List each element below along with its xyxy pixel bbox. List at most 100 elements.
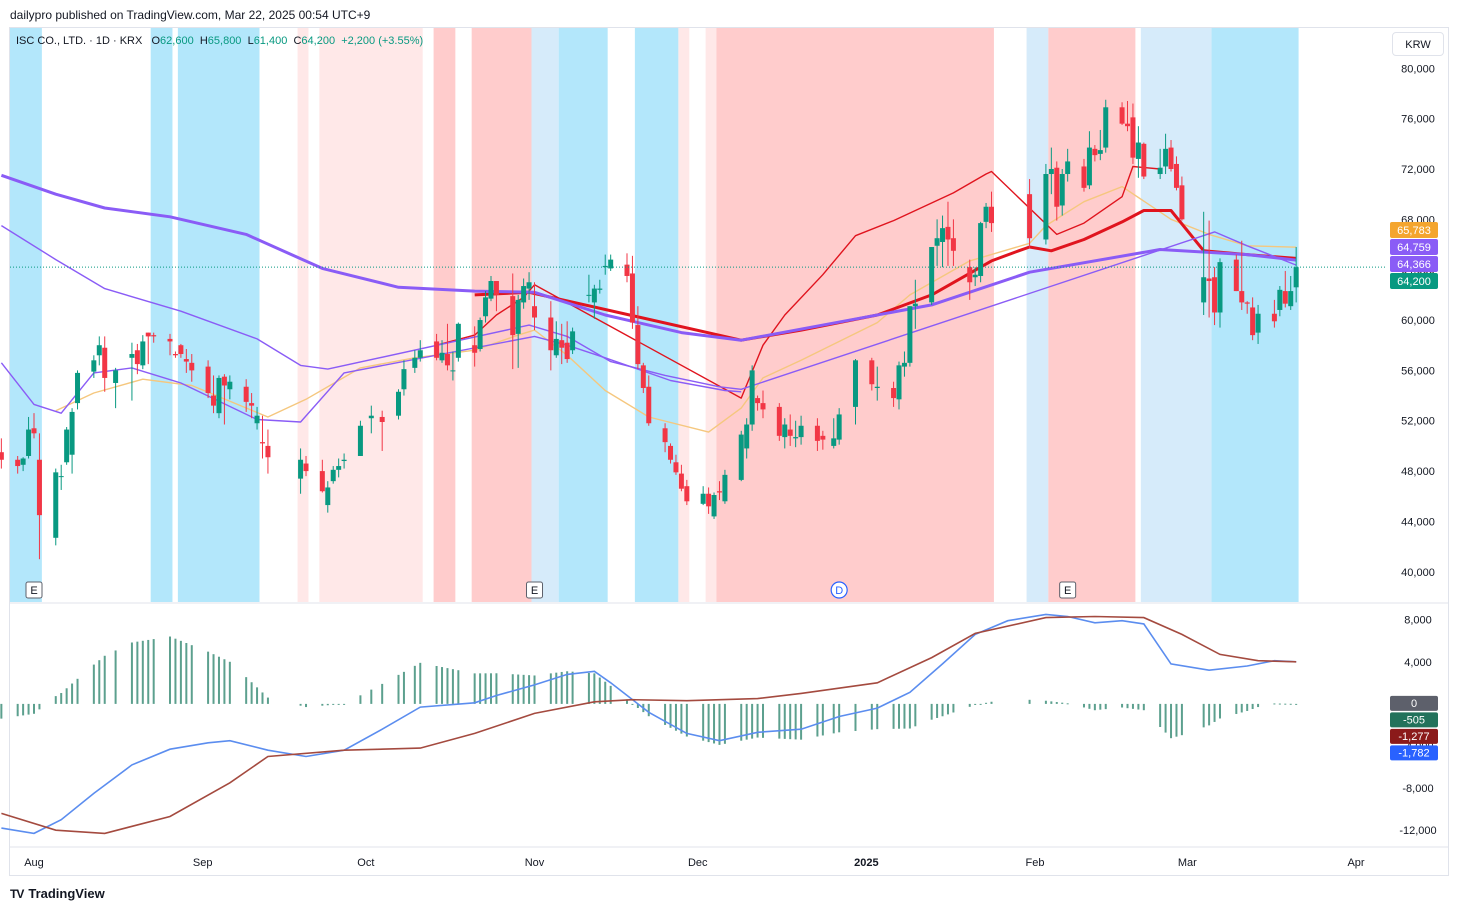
candle-4 [31,413,37,439]
macd-hist-bar-42 [359,695,362,704]
candle-body-32 [254,415,260,424]
candle-body-50 [439,352,445,361]
candle-75 [629,255,635,329]
candle-body-110 [912,303,918,307]
time-axis-tick-6: Feb [1026,857,1045,869]
macd-hist-bar-59 [511,674,514,704]
macd-hist-bar-66 [560,671,563,704]
candle-body-27 [216,377,222,414]
macd-hist-bar-58 [495,673,498,704]
macd-hist-bar-85 [707,703,710,743]
macd-hist-bar-55 [479,673,482,704]
macd-hist-bar-126 [1066,703,1069,705]
candle-6 [53,468,59,546]
candle-body-122 [1043,174,1049,240]
candle-104 [869,357,875,391]
candle-42 [357,420,363,456]
price-tag-label-0: 65,783 [1397,225,1431,237]
candle-1 [15,455,21,474]
macd-hist-bar-49 [435,666,438,704]
macd-hist-bar-113 [941,703,944,717]
candle-body-5 [36,459,42,516]
macd-hist-bar-81 [674,703,677,731]
candle-body-141 [1179,185,1185,220]
macd-hist-bar-22 [179,640,182,704]
candle-body-106 [891,388,897,399]
candle-89 [738,430,744,482]
candle-body-137 [1157,167,1163,175]
candle-body-7 [58,476,64,478]
candle-78 [646,375,652,426]
candle-body-73 [608,259,614,269]
macd-hist-bar-32 [256,687,259,704]
candle-body-43 [368,415,374,419]
price-tag-bg-3 [1390,273,1438,289]
candle-body-114 [945,226,951,240]
price-axis-tick-5: 60,000 [1401,315,1435,327]
candle-121 [1027,179,1033,249]
macd-hist-bar-4 [33,703,35,714]
candle-30 [243,379,249,412]
candle-body-143 [1206,278,1212,282]
event-marker-1: E [526,581,544,599]
candle-body-37 [319,471,325,492]
macd-hist-bar-74 [625,699,628,704]
macd-hist-bar-115 [952,703,955,713]
dividend-icon-2 [830,581,848,599]
macd-hist-bar-39 [332,703,335,705]
candle-62 [526,272,532,300]
macd-hist-bar-29 [228,661,231,704]
candle-70 [591,284,597,319]
candle-65 [553,321,559,358]
macd-hist-bar-144 [1213,703,1216,722]
candle-64 [548,301,554,371]
currency-button[interactable]: KRW [1392,32,1444,56]
candle-body-6 [53,472,59,538]
candle-body-30 [243,386,249,402]
regime-band-5 [433,28,456,602]
candle-16 [134,343,140,375]
symbol-legend: ISC CO., LTD. · 1D · KRX O62,600 H65,800… [16,35,423,47]
macd-hist-bar-140 [1175,703,1178,737]
candle-57 [488,275,494,302]
candle-body-145 [1217,262,1223,313]
candle-48 [417,340,423,362]
candle-133 [1125,101,1131,132]
regime-band-3 [297,28,309,602]
macd-hist-bar-17 [141,640,144,704]
candle-body-3 [26,429,32,456]
footer-brand[interactable]: TV TradingView [10,886,105,901]
candle-79 [662,423,668,453]
candle-body-79 [662,428,668,443]
macd-hist-bar-131 [1104,703,1107,710]
macd-hist-bar-102 [838,703,841,733]
candle-61 [521,278,527,309]
candle-111 [929,247,935,305]
macd-hist-bar-134 [1131,703,1134,709]
macd-hist-bar-21 [174,638,177,704]
candle-87 [716,481,722,501]
macd-hist-bar-146 [1235,703,1238,714]
candle-71 [597,279,603,294]
macd-hist-bar-86 [713,703,716,744]
macd-hist-bar-51 [446,668,449,704]
macd-hist-bar-152 [1278,703,1281,705]
candle-66 [559,323,565,365]
candle-body-67 [564,342,570,360]
macd-tag-bg-3 [1390,745,1438,761]
candle-125 [1059,168,1065,216]
candle-body-131 [1103,107,1109,148]
ma-line-4 [1,225,1297,390]
candle-26 [211,375,217,414]
price-tag-bg-1 [1390,239,1438,255]
macd-tag-bg-0 [1390,695,1438,711]
candle-body-118 [978,223,984,276]
macd-hist-bar-79 [664,703,667,725]
candle-body-98 [798,425,804,438]
candle-139 [1168,140,1174,172]
candle-146 [1233,254,1239,292]
macd-hist-bar-128 [1088,703,1091,709]
macd-hist-bar-76 [636,703,639,708]
event-label-2: D [835,585,843,597]
